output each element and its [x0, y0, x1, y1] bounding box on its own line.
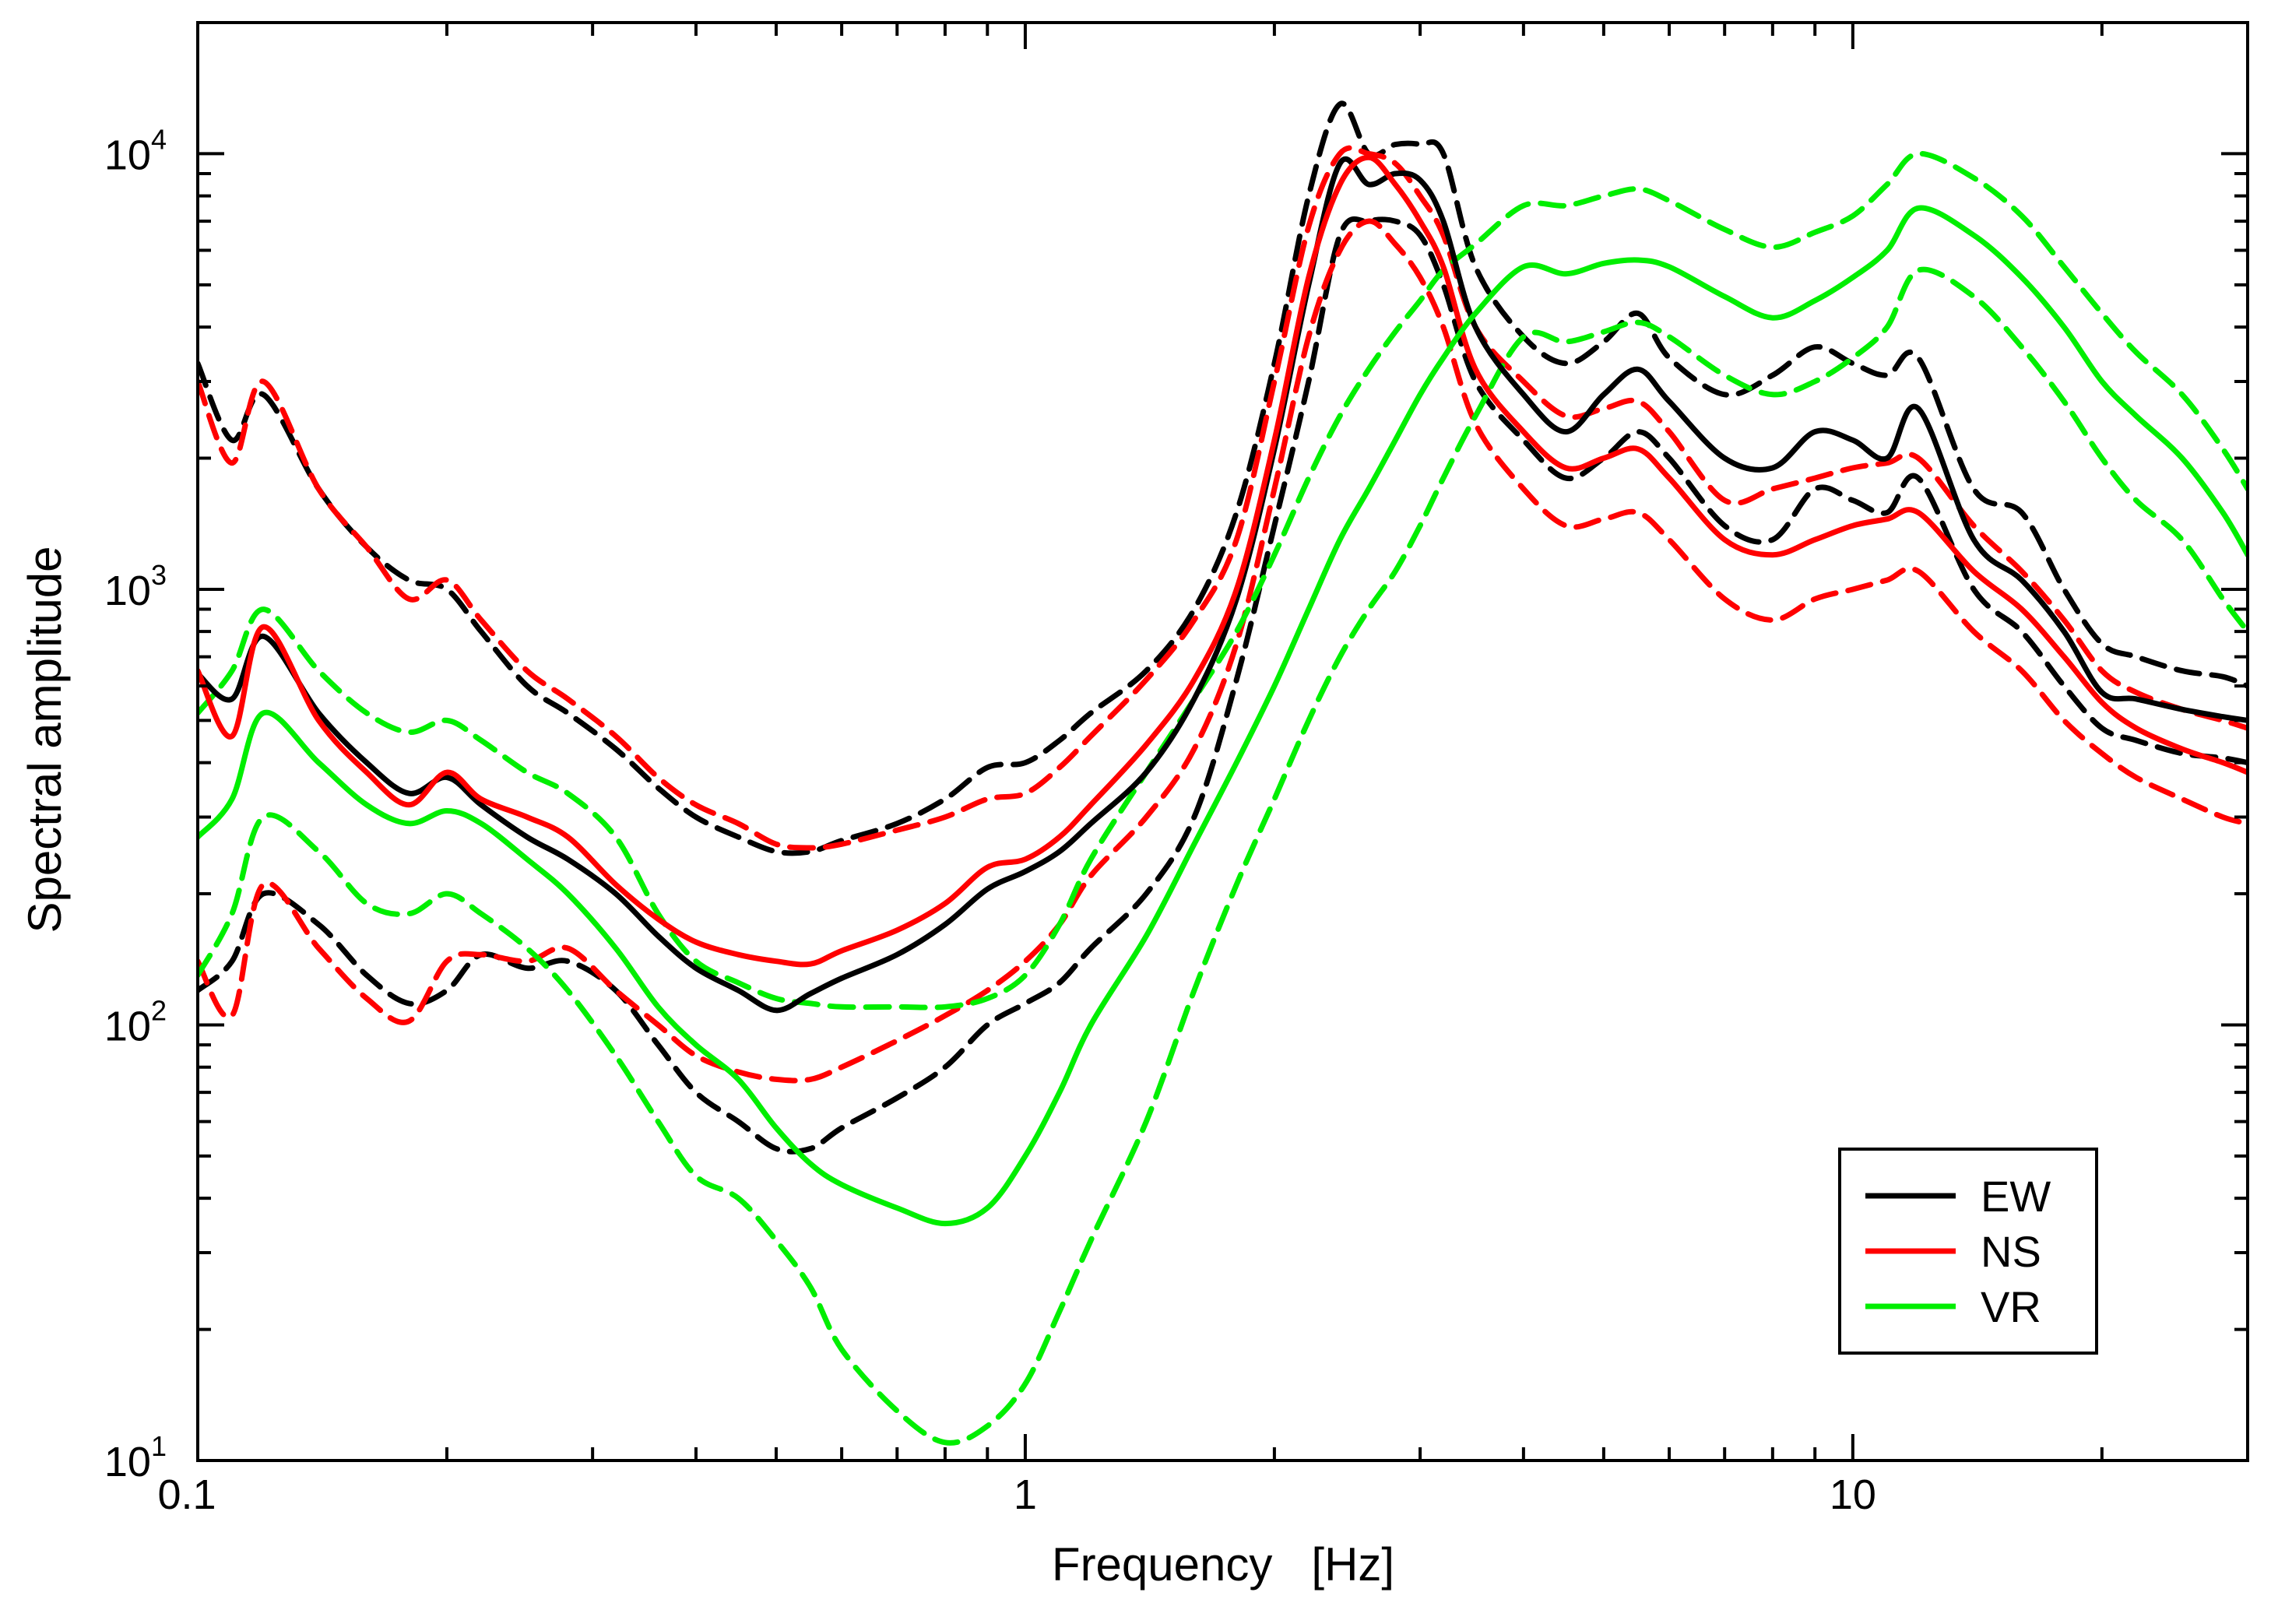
y-tick-label: 104 — [104, 123, 167, 178]
tick-labels: 0.1 1 10 101 102 103 104 — [104, 123, 1876, 1518]
legend-label-ew: EW — [1981, 1172, 2051, 1221]
legend-label-ns: NS — [1981, 1227, 2041, 1276]
series-line-ew-mean-sigma — [198, 100, 2248, 856]
plot-frame — [196, 21, 2249, 1462]
y-tick-label: 103 — [104, 559, 167, 614]
x-tick-label: 10 — [1830, 1471, 1876, 1518]
legend: EW NS VR — [1838, 1148, 2098, 1355]
y-axis-title: Spectral amplitude — [19, 547, 71, 933]
series-line-vr — [198, 205, 2248, 1227]
series-line-ns-mean-sigma — [198, 145, 2248, 851]
x-axis-title: Frequency [Hz] — [1052, 1538, 1394, 1591]
series-line-vr-mean-sigma — [198, 266, 2248, 1446]
y-tick-label: 101 — [104, 1430, 167, 1485]
x-tick-label: 0.1 — [157, 1471, 216, 1518]
series-layer — [198, 100, 2248, 1446]
series-line-ns-mean-sigma — [198, 218, 2248, 1084]
axis-ticks — [196, 21, 2249, 1462]
series-line-vr-mean-sigma — [198, 150, 2248, 1011]
x-tick-label: 1 — [1014, 1471, 1037, 1518]
legend-label-vr: VR — [1981, 1282, 2041, 1331]
series-line-ns — [198, 154, 2248, 968]
series-line-ew-mean-sigma — [198, 216, 2248, 1155]
y-tick-label: 102 — [104, 994, 167, 1049]
